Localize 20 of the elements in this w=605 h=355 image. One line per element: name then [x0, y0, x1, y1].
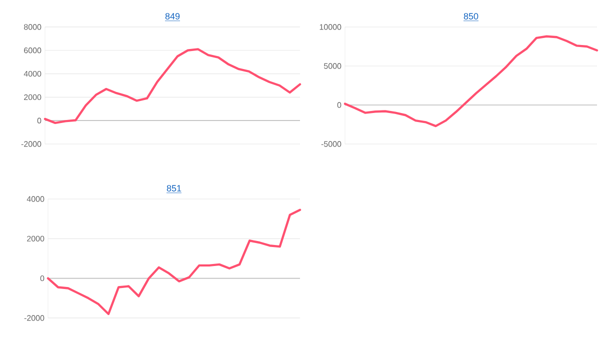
y-tick-label: 5000 [324, 63, 342, 69]
y-tick-label: 0 [37, 118, 42, 124]
y-tick-label: -2000 [24, 315, 44, 321]
chart-title: 850 [464, 13, 478, 20]
chart-title: 851 [166, 185, 182, 192]
y-tick-label: 4000 [24, 70, 42, 77]
line-series [44, 48, 302, 124]
line-series [344, 35, 598, 128]
y-tick-label: 0 [40, 275, 44, 282]
line-series [46, 208, 302, 316]
y-tick-label: 4000 [26, 196, 44, 202]
y-tick-label: 2000 [27, 236, 44, 242]
y-tick-label: 6000 [24, 48, 42, 54]
y-tick-label: 0 [337, 102, 342, 108]
chart-title: 849 [165, 13, 180, 20]
y-tick-label: 8000 [24, 24, 42, 30]
y-tick-label: -2000 [21, 141, 42, 147]
y-tick-label: -5000 [321, 141, 342, 147]
y-tick-label: 2000 [24, 94, 42, 100]
y-tick-label: 10000 [320, 24, 342, 30]
